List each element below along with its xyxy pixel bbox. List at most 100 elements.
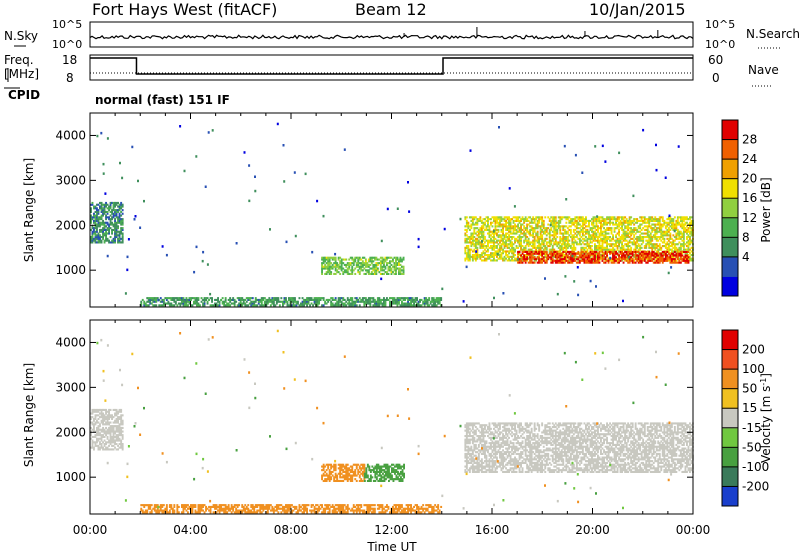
power-cell bbox=[544, 239, 547, 242]
nave-label: Nave bbox=[748, 63, 779, 77]
velocity-cell bbox=[115, 425, 118, 428]
power-cell bbox=[488, 255, 491, 258]
power-cell bbox=[118, 209, 121, 212]
power-cell bbox=[636, 221, 639, 224]
power-cell bbox=[689, 237, 691, 240]
power-cell bbox=[517, 246, 519, 249]
power-cell bbox=[660, 234, 663, 237]
power-cell bbox=[550, 239, 553, 242]
power-cell bbox=[500, 243, 503, 246]
power-cell bbox=[221, 297, 224, 300]
power-cell bbox=[645, 236, 648, 239]
power-cell bbox=[511, 225, 513, 228]
power-cell bbox=[640, 246, 643, 249]
power-cell bbox=[496, 259, 498, 262]
velocity-cell bbox=[103, 444, 106, 447]
power-cell bbox=[533, 230, 536, 233]
power-cell bbox=[682, 234, 685, 237]
power-cell bbox=[355, 262, 358, 265]
velocity-cell bbox=[118, 416, 121, 419]
power-cell bbox=[604, 228, 607, 231]
power-cell bbox=[512, 246, 515, 249]
power-cell bbox=[634, 237, 637, 240]
power-cell bbox=[586, 225, 589, 228]
power-cell bbox=[376, 262, 379, 265]
power-cell bbox=[670, 221, 673, 224]
colorbar-swatch bbox=[722, 276, 738, 297]
power-cell bbox=[94, 232, 97, 235]
power-cell bbox=[357, 269, 360, 272]
power-cell bbox=[633, 254, 636, 257]
power-cell bbox=[114, 219, 116, 222]
power-cell bbox=[690, 221, 693, 224]
power-cell bbox=[316, 298, 319, 301]
power-cell bbox=[468, 254, 471, 257]
power-cell bbox=[624, 239, 627, 242]
power-cell bbox=[636, 219, 639, 222]
power-cell bbox=[538, 259, 541, 262]
power-cell bbox=[480, 225, 483, 228]
power-cell bbox=[571, 219, 574, 222]
power-cell bbox=[93, 214, 95, 217]
power-cell bbox=[669, 219, 672, 222]
power-cell bbox=[524, 250, 527, 253]
power-cell bbox=[358, 304, 361, 307]
velocity-cell bbox=[100, 428, 103, 431]
power-cell bbox=[121, 221, 124, 224]
velocity-cell bbox=[146, 504, 149, 507]
power-cell bbox=[642, 257, 645, 260]
power-cell bbox=[556, 258, 559, 261]
velocity-cell bbox=[94, 435, 97, 438]
power-cell bbox=[551, 259, 554, 262]
velocity-cell bbox=[99, 448, 101, 451]
velocity-cell bbox=[173, 511, 176, 514]
power-cell bbox=[494, 219, 497, 222]
power-cell bbox=[99, 205, 101, 208]
power-cell bbox=[627, 259, 630, 262]
power-cell bbox=[497, 257, 500, 260]
power-cell bbox=[349, 302, 352, 305]
power-cell bbox=[345, 269, 348, 272]
power-cell bbox=[263, 304, 266, 307]
power-cell bbox=[575, 241, 578, 244]
power-cell bbox=[508, 259, 510, 262]
power-cell bbox=[627, 223, 630, 226]
power-cell bbox=[592, 261, 595, 264]
power-cell bbox=[592, 254, 595, 257]
power-cell bbox=[681, 221, 684, 224]
power-cell bbox=[566, 227, 569, 230]
power-cell bbox=[672, 252, 675, 255]
velocity-cell bbox=[96, 444, 98, 447]
power-cell bbox=[642, 237, 645, 240]
power-cell bbox=[553, 234, 556, 237]
velocity-cell bbox=[97, 432, 100, 435]
power-cell bbox=[606, 250, 608, 253]
power-cell bbox=[586, 237, 589, 240]
power-cell bbox=[544, 237, 547, 240]
power-cell bbox=[515, 257, 518, 260]
power-cell bbox=[494, 230, 497, 233]
power-cell bbox=[477, 218, 480, 221]
power-cell bbox=[410, 298, 412, 301]
y-tick-label: 1000 bbox=[55, 263, 86, 277]
velocity-cell bbox=[106, 410, 109, 413]
power-cell bbox=[245, 300, 248, 303]
power-cell bbox=[515, 245, 518, 248]
power-cell bbox=[515, 246, 518, 249]
power-cell bbox=[512, 250, 515, 253]
power-cell bbox=[379, 260, 382, 263]
power-cell bbox=[657, 259, 660, 262]
velocity-cell bbox=[108, 416, 110, 419]
power-cell bbox=[465, 255, 468, 258]
power-cell bbox=[295, 302, 298, 305]
velocity-cell bbox=[97, 446, 100, 449]
power-cell bbox=[594, 258, 596, 261]
power-cell bbox=[348, 267, 351, 270]
power-cell bbox=[592, 221, 595, 224]
power-cell bbox=[572, 245, 575, 248]
power-cell bbox=[99, 228, 101, 231]
power-cell bbox=[586, 243, 589, 246]
power-cell bbox=[633, 250, 636, 253]
power-cell bbox=[652, 234, 655, 237]
